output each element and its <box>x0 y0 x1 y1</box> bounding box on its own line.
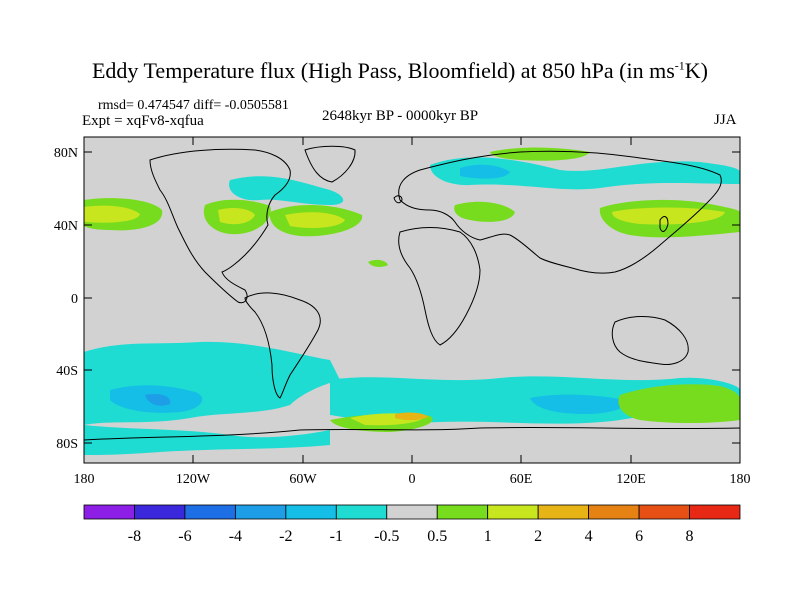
latitude-axis: 80N 40N 0 40S 80S <box>54 146 740 452</box>
blue-patch-south-indian <box>530 394 626 414</box>
british-isles-coast <box>393 195 403 204</box>
experiment-label: Expt = xqFv8-xqfua <box>82 113 204 129</box>
green-region-south-pacific-east <box>618 384 740 423</box>
colorbar-swatch <box>184 504 236 520</box>
lon-tick-label: 180 <box>74 472 95 487</box>
colorbar-label: -6 <box>178 528 191 545</box>
coastlines <box>84 145 740 441</box>
longitude-axis: 180 120W 60W 0 60E 120E 180 <box>74 137 751 487</box>
yellow-core-east-asia <box>612 207 725 225</box>
rmsd-diff-stats: rmsd= 0.474547 diff= -0.0505581 <box>98 98 289 113</box>
colorbar-swatch <box>234 504 287 520</box>
north-america-coast <box>149 148 291 304</box>
colorbar-swatch <box>285 504 337 520</box>
cyan-region-north-america <box>229 176 344 205</box>
plot-title: Eddy Temperature flux (High Pass, Bloomf… <box>91 58 708 83</box>
green-region-central-asia <box>454 201 515 222</box>
colorbar-label: -8 <box>128 528 141 545</box>
colorbar-label: 6 <box>635 528 643 545</box>
lat-tick-label: 80S <box>56 437 78 452</box>
colorbar-label: -4 <box>229 528 242 545</box>
darker-blue-patch-south-pacific <box>145 394 171 406</box>
colorbar-swatch <box>83 504 135 520</box>
lat-tick-label: 0 <box>71 292 78 307</box>
colorbar-swatch <box>134 504 186 520</box>
colorbar-swatch <box>588 504 640 520</box>
lon-tick-label: 120E <box>616 472 646 487</box>
green-region-atlantic-small <box>368 259 388 267</box>
colorbar-label: -2 <box>279 528 292 545</box>
colorbar: -8 -6 -4 -2 -1 -0.5 0.5 1 2 4 6 8 <box>83 504 741 545</box>
colorbar-swatch <box>335 504 388 520</box>
south-america-coast <box>244 292 321 399</box>
africa-coast <box>398 227 481 346</box>
orange-core-southern-ocean <box>395 412 428 421</box>
colorbar-swatch <box>487 504 539 520</box>
lat-tick-label: 40S <box>56 364 78 379</box>
eurasia-coast <box>398 150 722 274</box>
yellow-core-north-america <box>218 207 255 225</box>
colorbar-swatch <box>638 504 690 520</box>
colorbar-swatch <box>689 504 741 520</box>
antarctica-coast <box>84 426 740 441</box>
colorbar-label: 8 <box>686 528 694 545</box>
lon-tick-label: 0 <box>409 472 416 487</box>
lon-tick-label: 120W <box>176 472 211 487</box>
colorbar-label: 4 <box>585 528 593 545</box>
colorbar-swatch <box>386 504 438 520</box>
australia-coast <box>611 316 689 365</box>
colorbar-label: 1 <box>484 528 492 545</box>
period-label: 2648kyr BP - 0000kyr BP <box>322 108 479 124</box>
season-label: JJA <box>714 112 737 128</box>
colorbar-swatch <box>436 504 489 520</box>
colorbar-label: 0.5 <box>427 528 447 545</box>
cyan-region-south-pacific-pole <box>84 425 330 455</box>
lon-tick-label: 60W <box>289 472 317 487</box>
green-region-arctic-asia <box>490 147 590 161</box>
yellow-core-north-pacific-west <box>84 205 140 223</box>
lon-tick-label: 60E <box>510 472 533 487</box>
anomaly-shading <box>84 145 740 455</box>
greenland-coast <box>304 145 356 183</box>
lat-tick-label: 40N <box>54 219 78 234</box>
lon-tick-label: 180 <box>730 472 751 487</box>
cyan-region-south-atlantic <box>200 361 227 383</box>
colorbar-label: 2 <box>534 528 542 545</box>
blue-patch-north-pacific <box>460 164 510 179</box>
cyan-region-north-pacific-arctic <box>430 157 740 190</box>
yellow-core-north-atlantic <box>285 212 345 228</box>
colorbar-label: -0.5 <box>374 528 399 545</box>
colorbar-swatch <box>537 504 590 520</box>
japan-coast <box>659 216 669 232</box>
colorbar-label: -1 <box>330 528 343 545</box>
lat-tick-label: 80N <box>54 146 78 161</box>
